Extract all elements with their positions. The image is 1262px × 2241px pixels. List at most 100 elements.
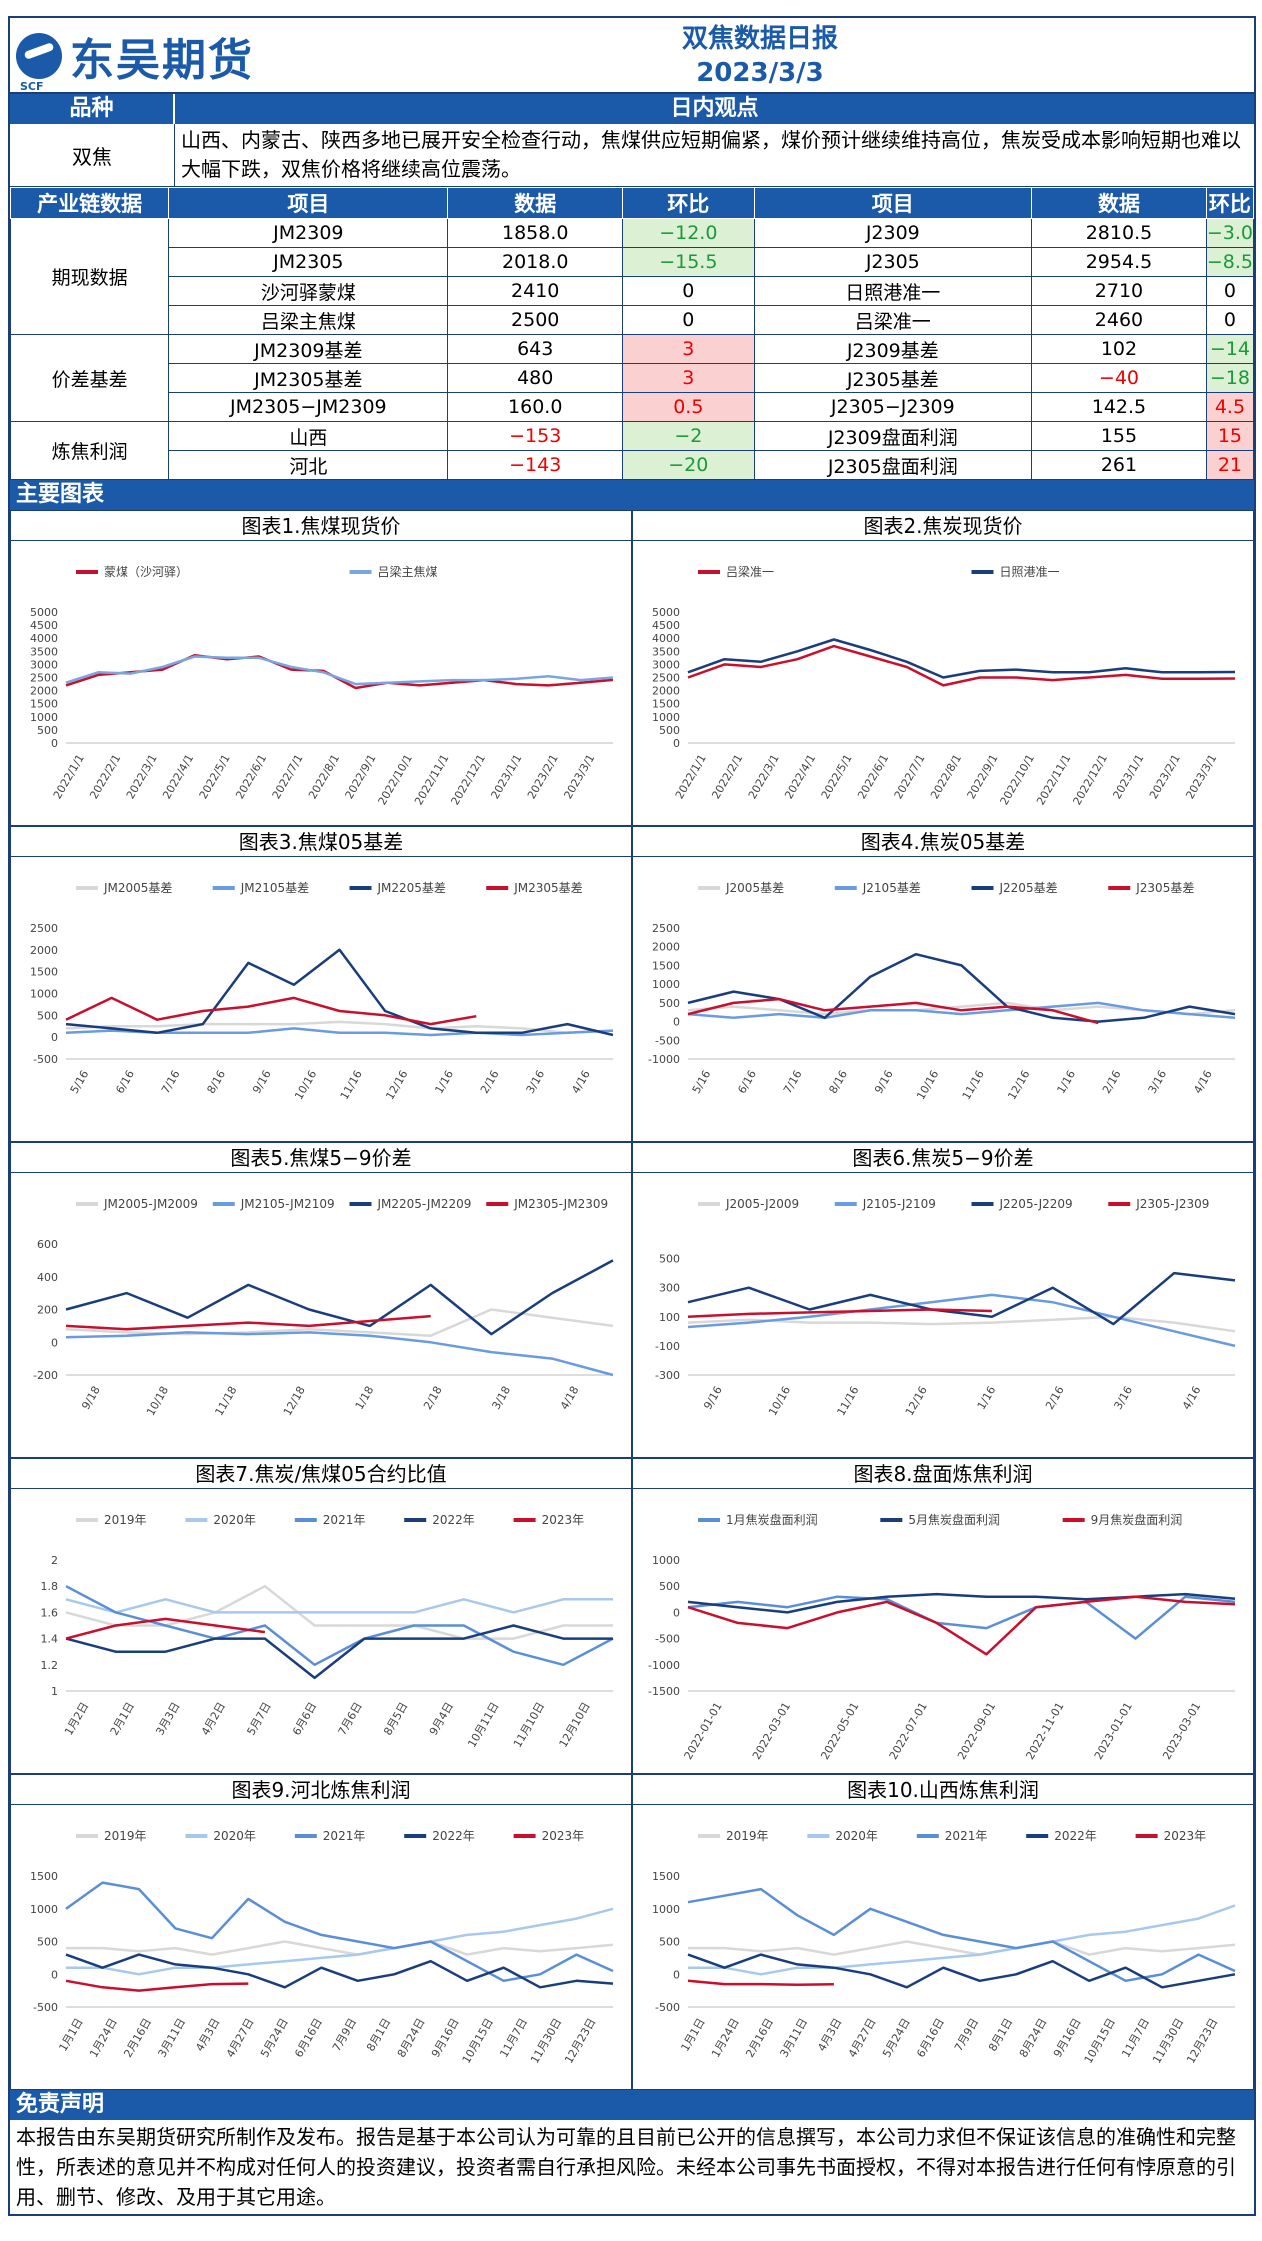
x-tick-label: 2023/2/1 (525, 752, 561, 801)
y-tick-label: 0 (51, 737, 58, 750)
legend-label: 2022年 (1054, 1829, 1097, 1843)
x-tick-label: 2022/10/1 (376, 752, 415, 807)
view-product: 双焦 (10, 124, 175, 186)
y-tick-label: 200 (37, 1304, 58, 1317)
disclaimer-header: 免责声明 (10, 2090, 1254, 2120)
series-line (65, 1953, 614, 1989)
legend-label: 2019年 (104, 1513, 147, 1527)
table-row: JM2305基差 480 3 J2305基差 −40 −18 (11, 363, 1255, 393)
legend-label: 9月焦炭盘面利润 (1091, 1512, 1183, 1527)
x-tick-label: 8月24日 (1017, 2016, 1050, 2060)
table-cell: 3 (622, 334, 755, 364)
series-line (687, 644, 1236, 687)
x-tick-label: 5月24日 (258, 2016, 291, 2060)
x-tick-label: 12/16 (903, 1384, 930, 1418)
table-cell: J2305 (753, 247, 1033, 277)
legend-label: 2021年 (323, 1513, 366, 1527)
x-tick-label: 6月16日 (292, 2016, 325, 2060)
x-tick-label: 6/16 (735, 1068, 759, 1096)
x-tick-label: 4月3日 (193, 2016, 222, 2054)
table-header-cell: 产业链数据 (9, 187, 170, 219)
legend-label: J2005基差 (725, 881, 784, 895)
industry-table: 产业链数据 项目 数据 环比 项目 数据 环比 期现数据 JM2309 1858.0 −12.0 J… (9, 187, 1255, 480)
y-tick-label: 500 (659, 724, 680, 737)
legend-label: J2005-J2009 (725, 1197, 799, 1211)
x-tick-label: 6月6日 (290, 1700, 319, 1738)
x-tick-label: 1/16 (1054, 1068, 1078, 1096)
table-cell: −14 (1205, 334, 1255, 364)
chart-8: 图表8.盘面炼焦利润 1月焦炭盘面利润 5月焦炭盘面利润 9月焦炭盘面利润 -1500 -… (632, 1458, 1254, 1774)
table-cell: 480 (447, 363, 624, 393)
series-line (65, 948, 614, 1037)
table-cell: 日照港准一 (753, 276, 1033, 306)
x-tick-label: 10/16 (914, 1068, 941, 1102)
chart-svg: JM2005-JM2009 JM2105-JM2109 JM2205-JM2209 J… (33, 1197, 614, 1418)
legend-label: 2020年 (213, 1513, 256, 1527)
table-header-cell: 项目 (168, 187, 449, 219)
legend-label: 2023年 (542, 1829, 585, 1843)
table-cell: −12.0 (622, 218, 755, 248)
y-tick-label: 300 (659, 1282, 680, 1295)
y-tick-label: 2500 (30, 922, 58, 935)
chart-svg: 2019年 2020年 2021年 2022年 2023年 -500 0 500 1000 150… (652, 1829, 1236, 2066)
x-tick-label: 7月6日 (336, 1700, 365, 1738)
x-tick-label: 11/18 (212, 1384, 239, 1418)
x-tick-label: 4月2日 (199, 1700, 228, 1738)
y-tick-label: 1.2 (41, 1659, 59, 1672)
group-label: 价差基差 (9, 334, 170, 422)
x-tick-label: 12/18 (281, 1384, 308, 1418)
chart-title: 图表1.焦煤现货价 (11, 511, 631, 541)
series-line (66, 1907, 614, 1976)
y-tick-label: 500 (659, 1580, 680, 1593)
chart-title: 图表7.焦炭/焦煤05合约比值 (11, 1459, 631, 1489)
y-tick-label: -500 (655, 2001, 680, 2014)
x-tick-label: 4月27日 (846, 2016, 879, 2060)
series-line (687, 997, 1099, 1025)
table-cell: −143 (447, 450, 624, 480)
legend-label: 2021年 (945, 1829, 988, 1843)
table-row: 河北 −143 −20 J2305盘面利润 261 21 (11, 450, 1255, 480)
x-tick-label: 9/16 (250, 1068, 274, 1096)
table-cell: 2460 (1031, 305, 1207, 335)
x-tick-label: 5/16 (68, 1068, 92, 1096)
x-tick-label: 2022/1/1 (673, 752, 709, 801)
x-tick-label: 2/16 (1100, 1068, 1124, 1096)
group-label: 炼焦利润 (9, 421, 170, 480)
x-tick-label: 7/16 (159, 1068, 183, 1096)
table-header-cell: 环比 (1205, 187, 1255, 219)
table-row: 炼焦利润 山西 −153 −2 J2309盘面利润 155 15 (9, 421, 1255, 480)
x-tick-label: 2/16 (478, 1068, 502, 1096)
table-cell: JM2305基差 (168, 363, 449, 393)
series-line (687, 1308, 992, 1319)
legend-label: JM2005基差 (103, 881, 172, 895)
series-line (65, 1617, 266, 1640)
y-tick-label: 1 (51, 1685, 58, 1698)
y-tick-label: 3500 (30, 645, 58, 658)
x-tick-label: 2/18 (421, 1384, 445, 1412)
y-tick-label: 1000 (30, 711, 58, 724)
y-tick-label: -200 (33, 1369, 58, 1382)
legend-label: J2205基差 (999, 881, 1058, 895)
x-tick-label: 2023/3/1 (1183, 752, 1219, 801)
chart-title: 图表2.焦炭现货价 (633, 511, 1253, 541)
table-cell: 15 (1205, 421, 1255, 451)
table-header-cell: 数据 (447, 187, 624, 219)
report-page: SCF 东吴期货 双焦数据日报 2023/3/3 品种 日内观点 双焦 山西、内… (8, 16, 1256, 2216)
x-tick-label: 3月11日 (155, 2016, 188, 2060)
x-tick-label: 2022/3/1 (124, 752, 160, 801)
view-header: 品种 日内观点 (10, 94, 1254, 124)
series-line (687, 1001, 1236, 1020)
x-tick-label: 2022/4/1 (160, 752, 196, 801)
table-cell: 155 (1031, 421, 1207, 451)
series-line (65, 1624, 613, 1680)
x-tick-label: 9月16日 (1051, 2016, 1084, 2060)
series-line (65, 1259, 614, 1336)
charts-grid: 图表1.焦煤现货价 蒙煤（沙河驿） 吕梁主焦煤 0 500 1000 1500 2000 250… (10, 510, 1254, 2090)
series-line (65, 1314, 431, 1331)
y-tick-label: 500 (659, 1936, 680, 1949)
table-cell: −20 (622, 450, 755, 480)
legend-label: 2021年 (323, 1829, 366, 1843)
legend-label: 蒙煤（沙河驿） (104, 565, 188, 579)
table-cell: −2 (622, 421, 755, 451)
x-tick-label: 2月16日 (121, 2016, 154, 2060)
